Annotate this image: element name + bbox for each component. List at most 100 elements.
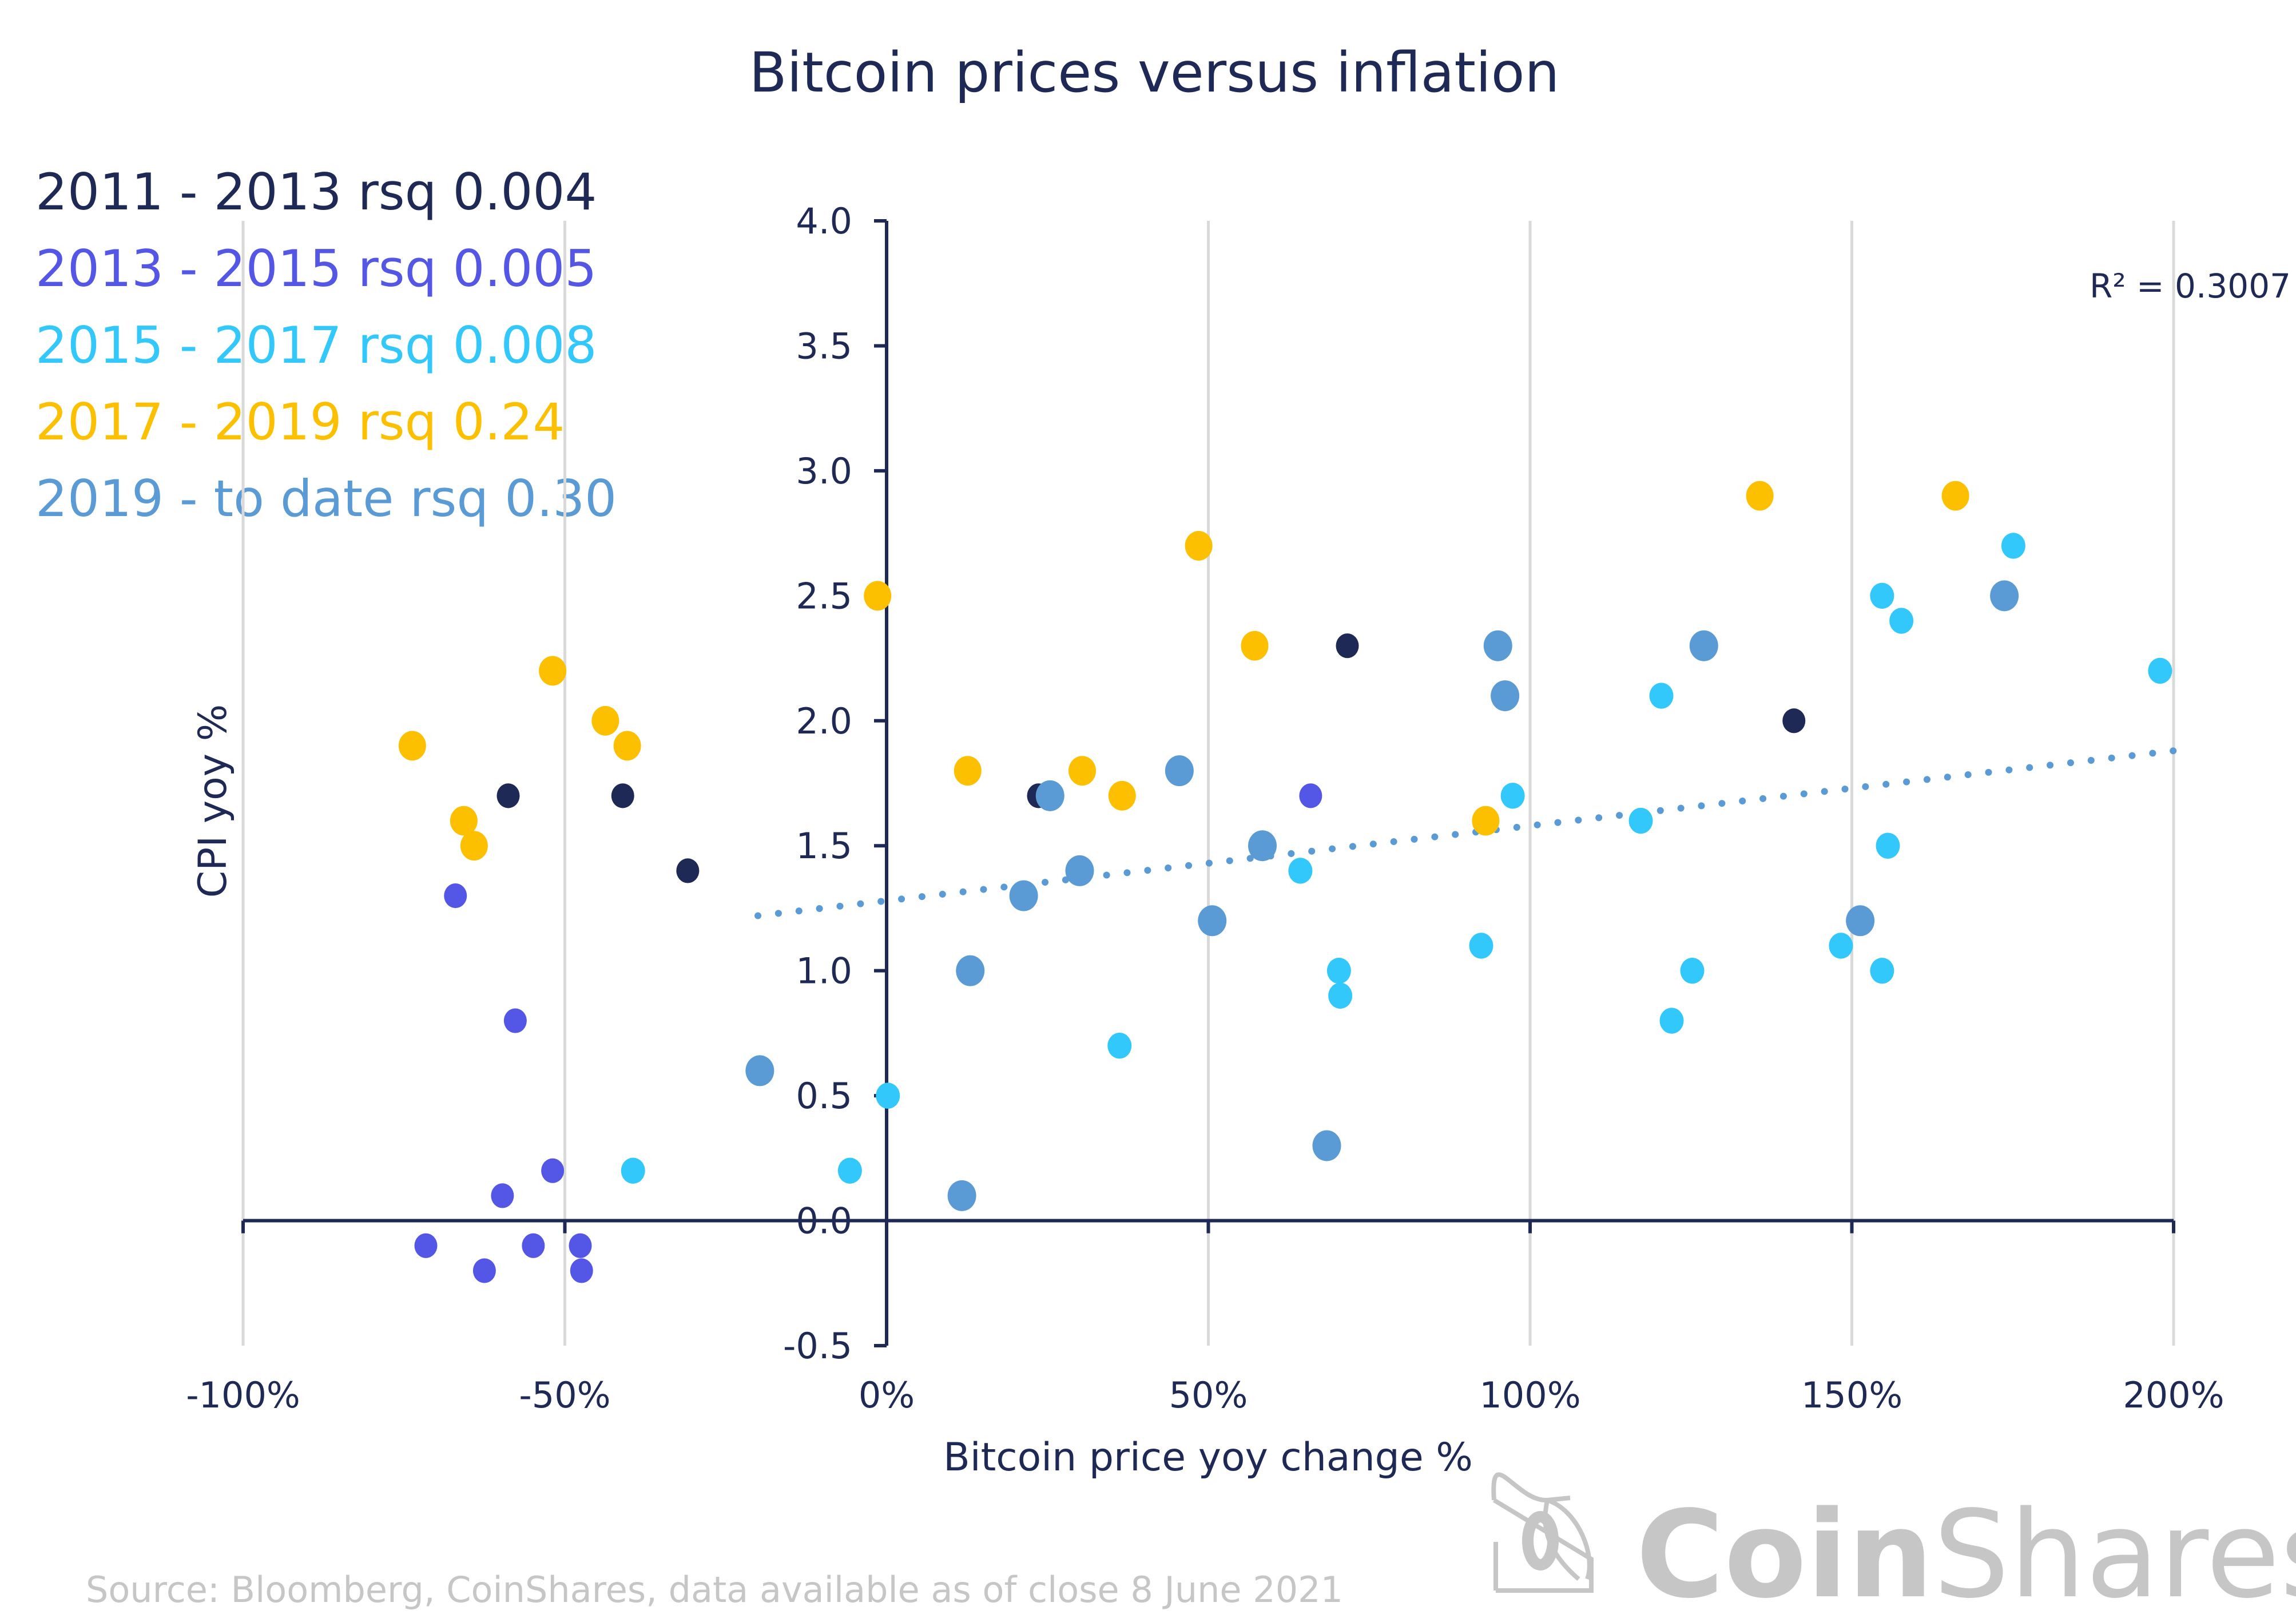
data-point [1829,933,1853,959]
data-point [539,656,567,686]
axes [241,219,2175,1347]
data-point [745,1055,774,1086]
data-point [496,783,520,808]
data-point [1299,783,1322,808]
data-point [541,1158,565,1183]
x-tick-label: 200% [2123,1374,2224,1416]
y-tick-label: 2.0 [796,700,852,742]
data-point [522,1233,545,1258]
data-point [1035,780,1064,811]
data-point [1469,933,1493,959]
y-tick-label: 2.5 [796,575,852,617]
data-point [1336,633,1359,659]
data-point [1659,1008,1684,1034]
data-point [1248,830,1277,862]
y-tick-label: 3.0 [796,450,852,492]
data-point [472,1258,496,1283]
data-point [956,955,985,986]
x-tick-label: 150% [1801,1374,1902,1416]
chart-title: Bitcoin prices versus inflation [749,41,1560,105]
y-tick-label: 1.0 [796,950,852,992]
legend-item: 2019 - to date rsq 0.30 [35,469,617,528]
data-point [591,705,619,736]
data-point [1198,905,1227,937]
y-tick-label: 4.0 [796,200,852,242]
x-axis-title: Bitcoin price yoy change % [943,1435,1473,1480]
coinshares-logo: CoinShares [1491,1472,2296,1622]
data-point [398,731,426,761]
data-point [2148,657,2172,684]
data-point [1500,783,1525,809]
r-squared-label: R² = 0.3007 [2090,267,2291,306]
data-point [621,1157,645,1184]
data-point [503,1008,527,1033]
data-point [450,806,478,836]
x-tick-labels: -100% -50% 0% 50% 100% 150% 200% [186,1374,2224,1416]
data-point [1108,780,1136,811]
data-point [1107,1033,1132,1059]
data-point [491,1183,514,1208]
data-point [1326,957,1351,984]
data-point [876,1082,900,1109]
data-point [1328,982,1353,1009]
data-point [1312,1130,1341,1161]
gridlines [241,221,2175,1346]
data-point [569,1233,592,1258]
source-note: Source: Bloomberg, CoinShares, data avai… [86,1569,1343,1611]
data-point [1746,481,1774,511]
data-point [1628,807,1653,834]
legend-item: 2011 - 2013 rsq 0.004 [35,162,597,221]
legend: 2011 - 2013 rsq 0.004 2013 - 2015 rsq 0.0… [35,162,617,528]
logo-text-light: Shares [1933,1485,2296,1622]
data-point [1876,832,1900,859]
coinshares-logo-icon [1491,1472,1594,1593]
data-point [1990,580,2019,612]
legend-item: 2017 - 2019 rsq 0.24 [35,392,565,451]
data-point [613,731,641,761]
data-point [1472,806,1500,836]
data-point [611,783,634,808]
data-point [1065,855,1094,886]
data-point [1068,756,1096,786]
data-point [1009,880,1038,911]
data-point [676,858,700,883]
y-tick-label: 1.5 [796,825,852,867]
data-point [460,831,488,861]
data-point [1483,630,1512,661]
data-point [1491,680,1520,712]
y-tick-labels: -0.5 0.0 0.5 1.0 1.5 2.0 2.5 3.0 3.5 4.0 [783,200,852,1367]
data-point [1941,481,1969,511]
x-tick-label: 50% [1169,1374,1248,1416]
legend-item: 2013 - 2015 rsq 0.005 [35,239,597,298]
data-point [1689,630,1718,661]
data-point [444,883,467,909]
data-point [1288,858,1313,884]
y-axis-title: CPI yoy % [190,704,236,898]
y-tick-label: 0.0 [796,1200,852,1242]
data-point [1185,531,1213,561]
logo-text-bold: Coin [1636,1485,1933,1622]
legend-item: 2015 - 2017 rsq 0.008 [35,316,597,375]
data-point [1870,957,1894,984]
y-tick-label: -0.5 [783,1325,852,1367]
data-point [570,1258,593,1283]
data-point [1889,608,1914,634]
x-tick-label: -100% [186,1374,300,1416]
data-point [1846,905,1875,937]
data-point [1680,957,1705,984]
data-point [1649,683,1674,709]
data-point [947,1180,976,1211]
data-point [837,1157,862,1184]
data-point [1165,755,1194,787]
y-tick-label: 0.5 [796,1075,852,1117]
data-point [954,756,982,786]
data-point [1870,582,1894,609]
data-point [2001,533,2025,559]
x-tick-label: 100% [1479,1374,1580,1416]
x-tick-label: 0% [859,1374,915,1416]
scatter-points [398,481,2172,1283]
y-tick-label: 3.5 [796,325,852,367]
logo-text: CoinShares [1636,1485,2296,1622]
data-point [864,581,892,611]
